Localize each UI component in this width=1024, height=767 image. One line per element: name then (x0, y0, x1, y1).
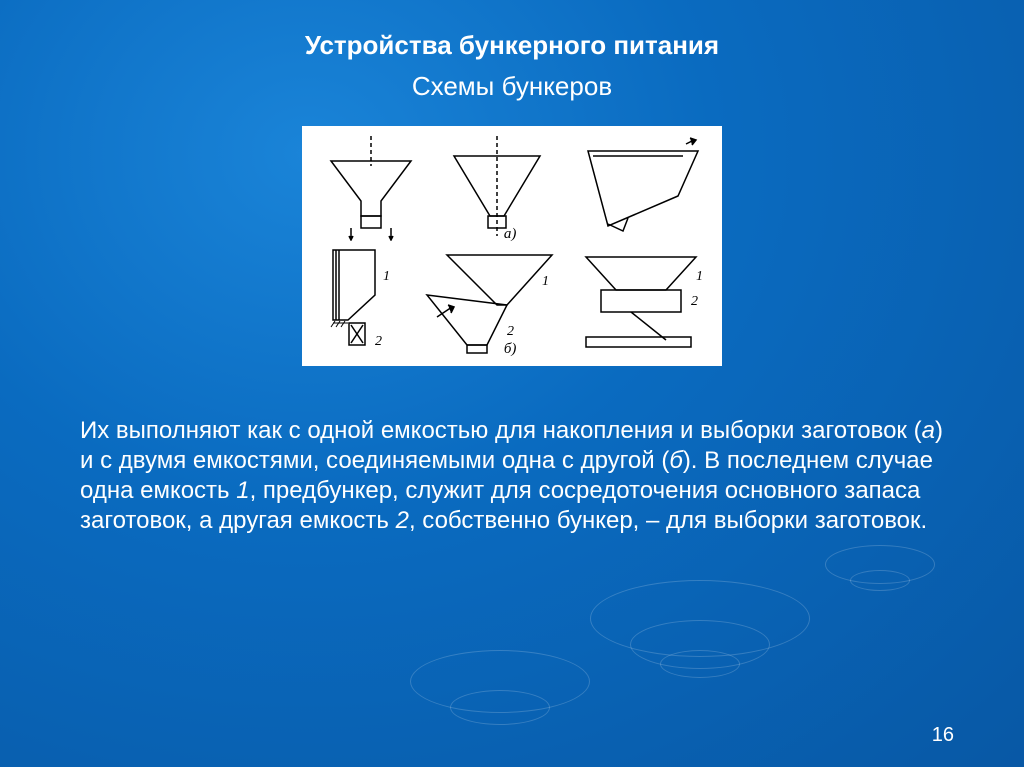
diagram-row-a: а) (308, 132, 716, 245)
label-1: 1 (696, 269, 703, 284)
label-2: 2 (507, 324, 514, 339)
slide: Устройства бункерного питания Схемы бунк… (0, 0, 1024, 767)
diagram-row-b: 1 2 1 2 (308, 245, 716, 360)
funnel-a2-icon (442, 136, 552, 241)
slide-subtitle: Схемы бункеров (80, 71, 944, 102)
label-1: 1 (542, 274, 549, 289)
row-b-label: б) (504, 341, 517, 358)
body-text: Их выполняют как с одной емкостью для на… (80, 416, 944, 536)
funnel-a1-icon (316, 136, 426, 241)
label-2: 2 (375, 334, 382, 349)
funnel-tray-b3-icon: 1 2 (571, 245, 711, 360)
label-2: 2 (691, 294, 698, 309)
row-a-label: а) (504, 226, 517, 243)
double-v-b2-icon: 1 2 (412, 245, 562, 360)
page-number: 16 (932, 724, 954, 747)
label-1: 1 (383, 269, 390, 284)
inclined-bunker-a3-icon (568, 136, 708, 241)
slide-title: Устройства бункерного питания (80, 30, 944, 61)
bunker-schemes-diagram: а) (302, 126, 722, 366)
diagram-container: а) (80, 126, 944, 366)
two-chamber-b1-icon: 1 2 (313, 245, 403, 360)
